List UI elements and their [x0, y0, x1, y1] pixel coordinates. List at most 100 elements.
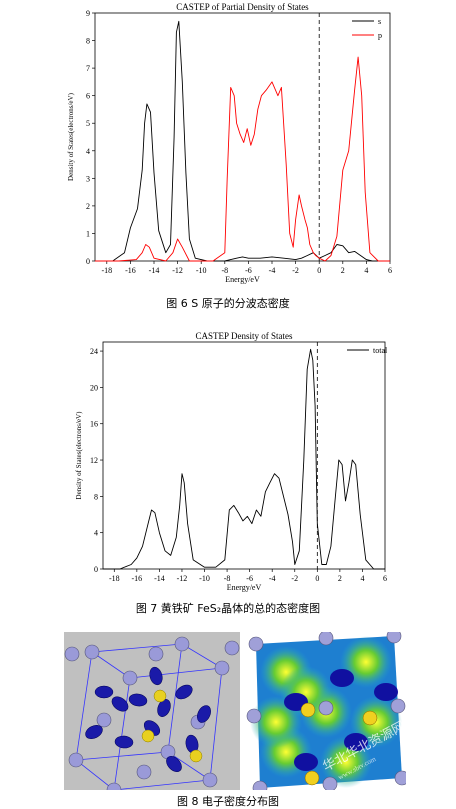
fe-atom [386, 628, 402, 644]
figure-6: CASTEP of Partial Density of States -18 -1… [0, 0, 456, 290]
fe-atom [214, 660, 230, 676]
x-tick-label: -2 [292, 266, 299, 275]
chart-title: CASTEP of Partial Density of States [176, 2, 309, 12]
x-tick-label: 2 [338, 574, 342, 583]
fe-atom [246, 708, 262, 724]
y-tick-label: 9 [86, 9, 90, 18]
fe-atom [390, 698, 406, 714]
y-tick-label: 12 [90, 456, 98, 465]
x-axis-label: Energy/eV [225, 275, 260, 284]
fe-atom [68, 752, 84, 768]
fe-atom [136, 764, 152, 780]
y-tick-label: 0 [86, 257, 90, 266]
x-tick-label: 0 [315, 574, 319, 583]
series-line-p [95, 56, 390, 262]
x-tick-label: -6 [245, 266, 252, 275]
y-tick-label: 2 [86, 202, 90, 211]
x-tick-label: -12 [177, 574, 188, 583]
s-atom [304, 770, 320, 786]
fe-atom [122, 670, 138, 686]
x-tick-label: -10 [196, 266, 207, 275]
x-tick-label: -14 [154, 574, 165, 583]
x-tick-label: -4 [269, 266, 276, 275]
fe-atom [148, 646, 164, 662]
legend-label-total: total [373, 346, 388, 355]
x-tick-label: -16 [125, 266, 136, 275]
density-lobe [344, 733, 368, 751]
fe-atom [318, 630, 334, 646]
fe-atom [394, 770, 410, 786]
fe-atom [202, 772, 218, 788]
x-tick-label: -12 [172, 266, 183, 275]
density-lobe [374, 683, 398, 701]
electron-density-slice-panel: 华北华北资源网 www.sbtv.com [246, 628, 410, 796]
s-atom [153, 689, 167, 703]
density-lobe [330, 669, 354, 687]
x-tick-label: -6 [246, 574, 253, 583]
s-atom [189, 749, 203, 763]
x-tick-label: 6 [383, 574, 387, 583]
x-tick-label: -8 [224, 574, 231, 583]
x-tick-label: 2 [341, 266, 345, 275]
y-tick-label: 16 [90, 420, 98, 429]
x-tick-label: -16 [132, 574, 143, 583]
density-lobe [157, 699, 171, 717]
fe-atom [322, 776, 338, 792]
density-lobe [149, 666, 163, 686]
x-tick-label: 0 [317, 266, 321, 275]
y-axis-label: Density of States(electrons/eV) [67, 92, 75, 181]
legend-label-s: s [378, 17, 381, 26]
x-tick-label: 6 [388, 266, 392, 275]
figure-6-caption: 图 6 S 原子的分波态密度 [166, 297, 290, 310]
fe-atom [248, 636, 264, 652]
y-tick-label: 0 [94, 565, 98, 574]
figure-7: CASTEP Density of States -18 -16 -14 -12 -10 -… [0, 322, 456, 594]
legend-label-p: p [378, 31, 382, 40]
fe-atom [96, 712, 112, 728]
s-atom [141, 729, 155, 743]
plot-frame [102, 341, 386, 570]
density-lobe [128, 693, 148, 707]
x-tick-label: -14 [149, 266, 160, 275]
series-line-total [103, 348, 385, 570]
fe-atom [174, 636, 190, 652]
x-tick-label: -8 [221, 266, 228, 275]
density-lobe [166, 755, 182, 773]
series-line-s [95, 20, 390, 262]
y-tick-label: 6 [86, 92, 90, 101]
electron-density-3d-panel [64, 632, 240, 798]
density-lobe [114, 735, 134, 749]
fe-atom [64, 646, 80, 662]
y-tick-label: 3 [86, 174, 90, 183]
y-tick-label: 7 [86, 64, 90, 73]
y-axis-label: Density of States(electrons/eV) [75, 411, 83, 500]
x-tick-label: -10 [199, 574, 210, 583]
y-tick-label: 4 [94, 529, 98, 538]
figure-7-caption: 图 7 黄铁矿 FeS₂晶体的总的态密度图 [135, 602, 321, 615]
y-tick-label: 20 [90, 383, 98, 392]
fe-atom [84, 644, 100, 660]
y-tick-label: 5 [86, 119, 90, 128]
fe-atom [224, 640, 240, 656]
y-tick-label: 8 [94, 492, 98, 501]
density-lobe [85, 725, 103, 739]
y-tick-label: 4 [86, 147, 90, 156]
x-tick-label: -18 [101, 266, 112, 275]
x-tick-label: 4 [360, 574, 364, 583]
x-tick-label: -18 [109, 574, 120, 583]
plot-frame [94, 12, 391, 262]
density-lobe [175, 684, 193, 700]
density-slice-image: 华北华北资源网 www.sbtv.com [246, 628, 410, 796]
x-tick-label: -4 [269, 574, 276, 583]
x-tick-label: 4 [364, 266, 368, 275]
y-tick-label: 8 [86, 37, 90, 46]
crystal-3d-image [64, 632, 240, 798]
pdos-chart: CASTEP of Partial Density of States -18 -1… [67, 2, 392, 284]
density-lobe [197, 705, 211, 723]
density-lobe [294, 753, 318, 771]
chart-title: CASTEP Density of States [196, 331, 293, 341]
x-axis-label: Energy/eV [227, 583, 262, 592]
density-lobe [94, 685, 114, 699]
y-tick-label: 24 [90, 347, 98, 356]
s-atom [300, 702, 316, 718]
